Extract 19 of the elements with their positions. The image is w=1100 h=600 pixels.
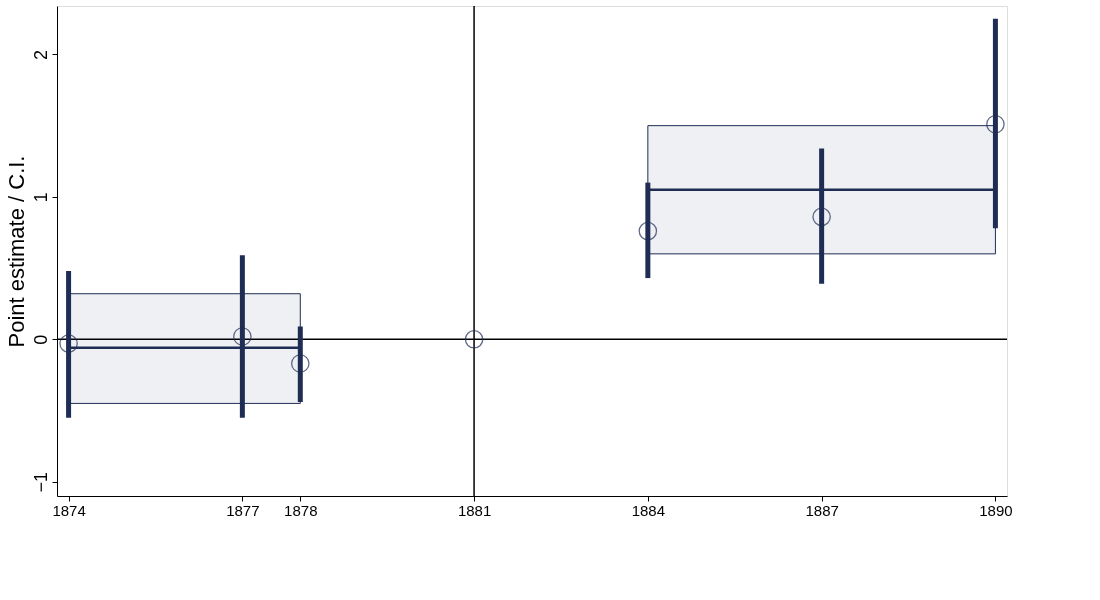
y-tick-label: 1 <box>30 192 51 203</box>
x-tick-label: 1887 <box>805 501 839 519</box>
point <box>986 114 1005 134</box>
point <box>59 334 78 353</box>
y-tick-label: −1 <box>30 471 51 493</box>
x-tick-label: 1874 <box>52 501 86 519</box>
x-tick-label: 1877 <box>226 501 260 519</box>
point <box>638 221 658 241</box>
y-axis-title: Point estimate / C.I. <box>3 155 29 348</box>
point <box>290 354 310 373</box>
point <box>464 330 484 349</box>
y-tick-label: 0 <box>30 334 51 345</box>
x-tick-label: 1884 <box>631 501 666 519</box>
point <box>812 207 831 227</box>
point <box>233 327 252 346</box>
y-tick-label: 2 <box>30 49 51 60</box>
x-tick-label: 1881 <box>457 501 492 519</box>
x-tick-label: 1878 <box>284 501 318 519</box>
x-tick-label: 1890 <box>979 501 1013 519</box>
